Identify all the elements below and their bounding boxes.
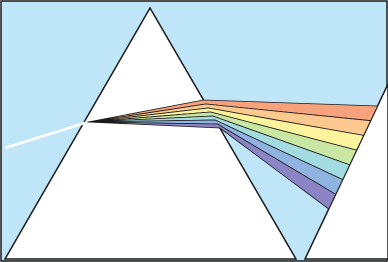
page: {} (() => { const NS = 'http://www.w3.or…	[0, 0, 388, 262]
prism-illustration	[0, 0, 388, 262]
